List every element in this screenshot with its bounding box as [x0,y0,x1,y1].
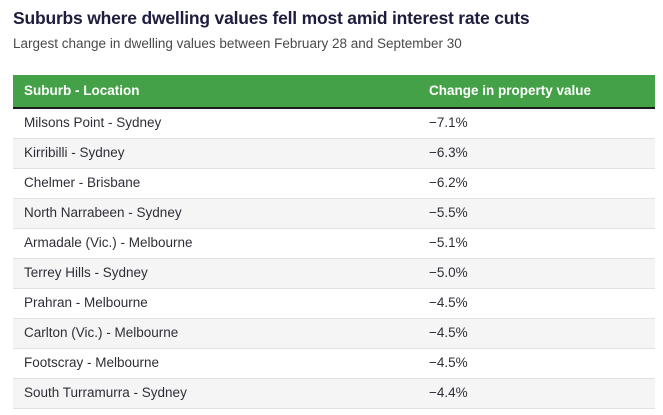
change-value-cell: −5.0% [418,258,655,290]
suburb-location-cell: Terrey Hills - Sydney [13,258,418,290]
table-row: Footscray - Melbourne −4.5% [13,348,655,380]
table-header-row: Suburb - Location Change in property val… [13,75,655,110]
table-row: South Turramurra - Sydney −4.4% [13,378,655,410]
change-value-cell: −4.5% [418,348,655,380]
suburb-location-cell: Carlton (Vic.) - Melbourne [13,318,418,350]
dwelling-values-table: Suburb - Location Change in property val… [13,75,655,410]
suburb-location-cell: North Narrabeen - Sydney [13,198,418,230]
change-value-cell: −5.5% [418,198,655,230]
table-row: Carlton (Vic.) - Melbourne −4.5% [13,318,655,350]
change-value-cell: −4.5% [418,318,655,350]
table-row: Prahran - Melbourne −4.5% [13,288,655,320]
table-row: Terrey Hills - Sydney −5.0% [13,258,655,290]
suburb-location-cell: Chelmer - Brisbane [13,168,418,200]
table-row: North Narrabeen - Sydney −5.5% [13,198,655,230]
suburb-location-cell: Milsons Point - Sydney [13,108,418,140]
col-header-suburb-location: Suburb - Location [13,75,418,110]
change-value-cell: −6.2% [418,168,655,200]
suburb-location-cell: South Turramurra - Sydney [13,378,418,410]
suburb-location-cell: Armadale (Vic.) - Melbourne [13,228,418,260]
suburb-location-cell: Prahran - Melbourne [13,288,418,320]
table-row: Armadale (Vic.) - Melbourne −5.1% [13,228,655,260]
change-value-cell: −6.3% [418,138,655,170]
table-row: Chelmer - Brisbane −6.2% [13,168,655,200]
page-subtitle: Largest change in dwelling values betwee… [13,36,462,51]
page-title: Suburbs where dwelling values fell most … [13,8,530,28]
change-value-cell: −4.4% [418,378,655,410]
table-header: Suburb - Location Change in property val… [13,75,655,110]
change-value-cell: −7.1% [418,108,655,140]
table-row: Milsons Point - Sydney −7.1% [13,108,655,140]
change-value-cell: −5.1% [418,228,655,260]
change-value-cell: −4.5% [418,288,655,320]
col-header-change-in-property-value: Change in property value [418,75,655,110]
table-body: Milsons Point - Sydney −7.1% Kirribilli - … [13,108,655,410]
suburb-location-cell: Kirribilli - Sydney [13,138,418,170]
table-row: Kirribilli - Sydney −6.3% [13,138,655,170]
suburb-location-cell: Footscray - Melbourne [13,348,418,380]
